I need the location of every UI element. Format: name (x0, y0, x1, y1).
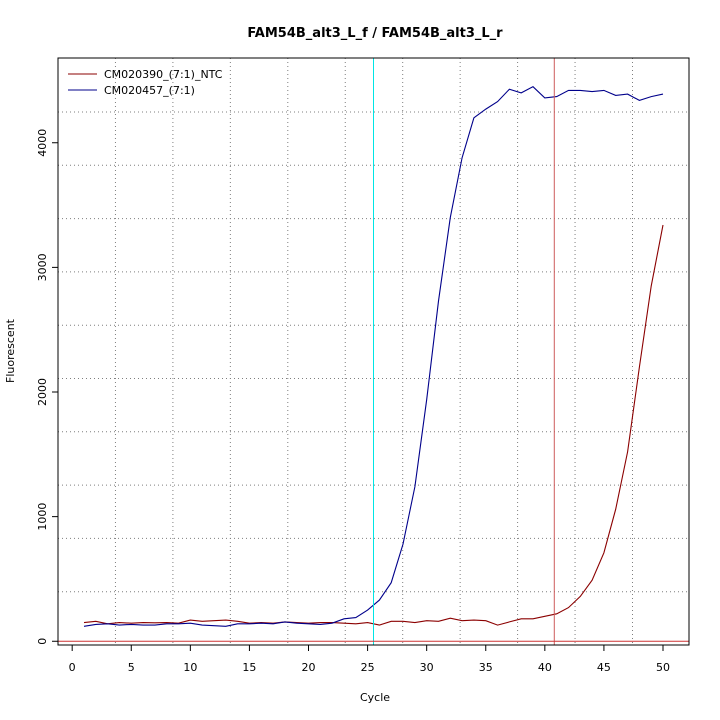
y-axis-label: Fluorescent (4, 318, 17, 383)
y-tick-label: 1000 (36, 503, 49, 531)
y-tick-label: 3000 (36, 253, 49, 281)
x-tick-label: 40 (538, 661, 552, 674)
legend-label-series-2: CM020457_(7:1) (104, 84, 195, 97)
x-tick-label: 0 (69, 661, 76, 674)
x-tick-label: 20 (302, 661, 316, 674)
x-axis: 0 5 10 15 20 25 30 35 40 45 50 (69, 644, 670, 674)
legend: CM020390_(7:1)_NTC CM020457_(7:1) (68, 68, 223, 97)
y-tick-label: 4000 (36, 129, 49, 157)
y-axis: 0 1000 2000 3000 4000 (36, 129, 59, 645)
y-tick-label: 2000 (36, 378, 49, 406)
x-tick-label: 30 (420, 661, 434, 674)
chart-title: FAM54B_alt3_L_f / FAM54B_alt3_L_r (247, 26, 503, 41)
x-tick-label: 15 (242, 661, 256, 674)
x-tick-label: 5 (128, 661, 135, 674)
x-tick-label: 25 (361, 661, 375, 674)
reference-lines (58, 58, 689, 645)
x-tick-label: 10 (183, 661, 197, 674)
x-tick-label: 35 (479, 661, 493, 674)
x-axis-label: Cycle (360, 691, 390, 704)
x-tick-label: 50 (656, 661, 670, 674)
y-tick-label: 0 (36, 638, 49, 645)
legend-label-series-1: CM020390_(7:1)_NTC (104, 68, 223, 81)
x-tick-label: 45 (597, 661, 611, 674)
